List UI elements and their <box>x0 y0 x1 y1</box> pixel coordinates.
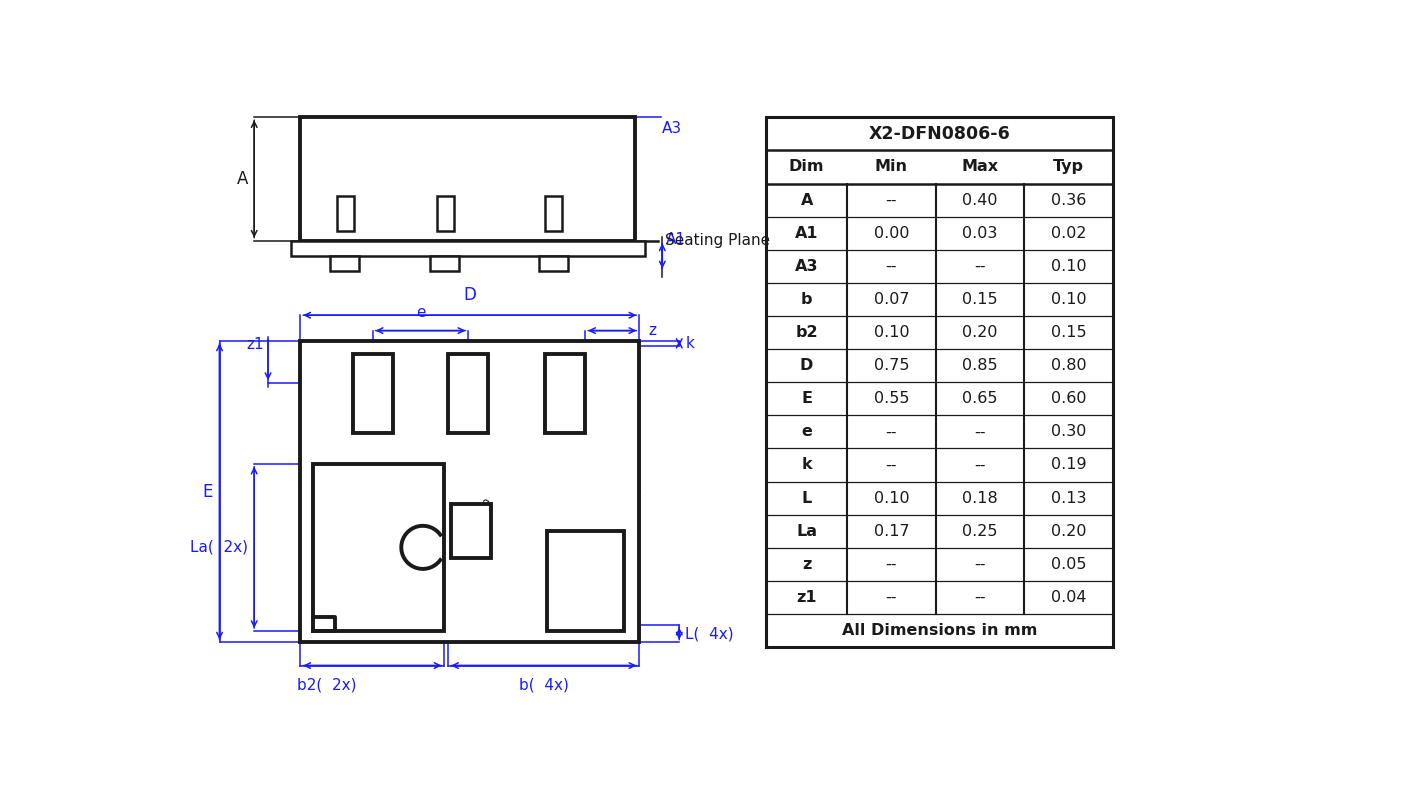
Text: Min: Min <box>875 160 907 175</box>
Bar <box>301 341 639 642</box>
Text: 0.10: 0.10 <box>1051 259 1086 274</box>
Text: 0.10: 0.10 <box>873 491 909 506</box>
Bar <box>437 196 454 231</box>
Text: A: A <box>801 192 812 207</box>
Text: b: b <box>801 292 812 307</box>
Text: 0.30: 0.30 <box>1051 425 1086 440</box>
Text: 0.03: 0.03 <box>963 226 998 241</box>
Text: 0.36: 0.36 <box>1051 192 1086 207</box>
Text: 0.15: 0.15 <box>1051 325 1086 340</box>
Text: 0.60: 0.60 <box>1051 391 1086 406</box>
Text: --: -- <box>974 425 985 440</box>
Text: z1: z1 <box>247 337 264 352</box>
Text: A1: A1 <box>795 226 818 241</box>
Text: e: e <box>801 425 812 440</box>
Text: --: -- <box>974 259 985 274</box>
Text: 0.40: 0.40 <box>963 192 998 207</box>
Bar <box>450 504 490 558</box>
Text: --: -- <box>886 457 897 472</box>
Text: All Dimensions in mm: All Dimensions in mm <box>842 623 1037 638</box>
Text: 0.02: 0.02 <box>1051 226 1086 241</box>
Text: z: z <box>649 323 656 338</box>
Text: 0.17: 0.17 <box>873 523 909 539</box>
Text: 0.20: 0.20 <box>963 325 998 340</box>
Bar <box>314 464 444 631</box>
Bar <box>767 117 1113 647</box>
Text: 0.55: 0.55 <box>873 391 909 406</box>
Text: 0.00: 0.00 <box>873 226 909 241</box>
Bar <box>430 256 459 271</box>
Text: 0.07: 0.07 <box>873 292 909 307</box>
Text: 0.85: 0.85 <box>963 358 998 373</box>
Text: 0.75: 0.75 <box>873 358 909 373</box>
Text: 0.25: 0.25 <box>963 523 998 539</box>
Bar <box>547 531 623 631</box>
Bar <box>449 354 488 433</box>
Text: X2-DFN0806-6: X2-DFN0806-6 <box>869 124 1011 143</box>
Text: 0.05: 0.05 <box>1051 557 1086 572</box>
Text: 0.20: 0.20 <box>1051 523 1086 539</box>
Text: --: -- <box>886 425 897 440</box>
Text: D: D <box>799 358 814 373</box>
Text: L(  4x): L( 4x) <box>686 626 734 641</box>
Text: A1: A1 <box>666 231 686 247</box>
Text: La: La <box>797 523 816 539</box>
Bar <box>329 256 359 271</box>
Text: k: k <box>686 336 694 351</box>
Bar <box>352 354 393 433</box>
Text: b2(  2x): b2( 2x) <box>297 678 356 693</box>
Text: z1: z1 <box>797 590 816 605</box>
Text: D: D <box>463 286 476 304</box>
Text: k: k <box>801 457 812 472</box>
Text: A3: A3 <box>795 259 818 274</box>
Text: 0.04: 0.04 <box>1051 590 1086 605</box>
Bar <box>301 117 635 240</box>
Text: A: A <box>237 170 248 188</box>
Text: --: -- <box>974 590 985 605</box>
Text: --: -- <box>886 590 897 605</box>
Text: --: -- <box>974 457 985 472</box>
Bar <box>545 354 585 433</box>
Text: L: L <box>801 491 812 506</box>
Text: Max: Max <box>961 160 998 175</box>
Bar <box>338 196 355 231</box>
Text: 0.10: 0.10 <box>1051 292 1086 307</box>
Text: --: -- <box>974 557 985 572</box>
Text: Dim: Dim <box>790 160 825 175</box>
Text: Typ: Typ <box>1054 160 1083 175</box>
Text: 0.80: 0.80 <box>1051 358 1086 373</box>
Bar <box>545 196 562 231</box>
Text: e: e <box>416 305 425 320</box>
Text: 0.10: 0.10 <box>873 325 909 340</box>
Text: --: -- <box>886 557 897 572</box>
Text: 0.65: 0.65 <box>963 391 998 406</box>
Text: 0.19: 0.19 <box>1051 457 1086 472</box>
Text: E: E <box>203 483 213 500</box>
Text: La(  2x): La( 2x) <box>190 540 248 555</box>
Text: --: -- <box>886 192 897 207</box>
Text: R0.050: R0.050 <box>449 496 496 532</box>
Text: E: E <box>801 391 812 406</box>
Text: b2: b2 <box>795 325 818 340</box>
Text: 0.18: 0.18 <box>963 491 998 506</box>
Text: A3: A3 <box>662 121 683 136</box>
Text: --: -- <box>886 259 897 274</box>
Bar <box>291 240 645 256</box>
Text: 0.13: 0.13 <box>1051 491 1086 506</box>
Text: b(  4x): b( 4x) <box>518 678 568 693</box>
Bar <box>540 256 568 271</box>
Text: z: z <box>802 557 811 572</box>
Text: Seating Plane: Seating Plane <box>665 233 770 248</box>
Text: 0.15: 0.15 <box>963 292 998 307</box>
